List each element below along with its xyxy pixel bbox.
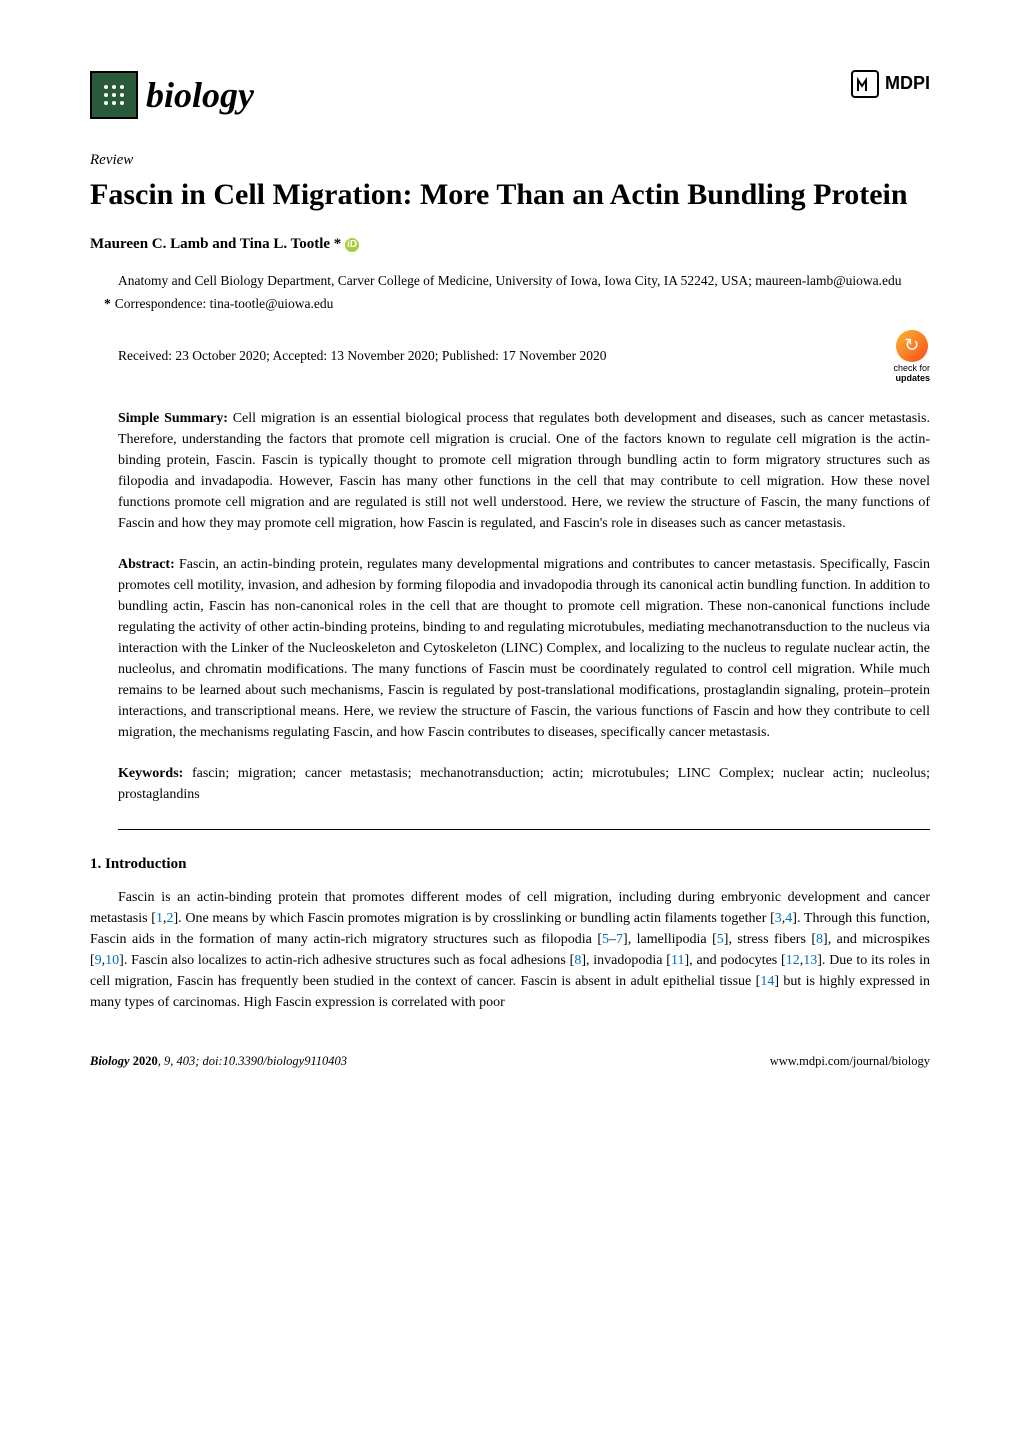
journal-name: biology xyxy=(146,70,254,120)
footer-vol: , 9, 403; doi:10.3390/biology9110403 xyxy=(158,1054,347,1068)
ref-12[interactable]: 12 xyxy=(786,953,800,968)
footer-year: 2020 xyxy=(133,1054,158,1068)
correspondence: *Correspondence: tina-tootle@uiowa.edu xyxy=(118,295,930,314)
footer-year-bold: 2020 xyxy=(133,1054,158,1068)
ref-5b[interactable]: 5 xyxy=(717,932,724,947)
check-updates-icon: ↻ xyxy=(896,330,928,362)
publication-dates: Received: 23 October 2020; Accepted: 13 … xyxy=(118,347,607,366)
intro-text-9: ], and podocytes [ xyxy=(684,953,785,968)
mdpi-icon xyxy=(851,70,879,98)
ref-9[interactable]: 9 xyxy=(95,953,102,968)
keywords-label: Keywords: xyxy=(118,766,183,781)
correspondence-star: * xyxy=(104,296,111,311)
intro-paragraph: Fascin is an actin-binding protein that … xyxy=(90,887,930,1013)
ref-3[interactable]: 3 xyxy=(775,911,782,926)
footer-journal: Biology xyxy=(90,1054,130,1068)
ref-7[interactable]: 7 xyxy=(616,932,623,947)
orcid-icon[interactable]: iD xyxy=(345,238,359,252)
abstract-text: Fascin, an actin-binding protein, regula… xyxy=(118,557,930,740)
ref-5[interactable]: 5 xyxy=(602,932,609,947)
keywords-text: fascin; migration; cancer metastasis; me… xyxy=(118,766,930,802)
ref-14[interactable]: 14 xyxy=(760,974,774,989)
section-1-heading: 1. Introduction xyxy=(90,854,930,875)
abstract-label: Abstract: xyxy=(118,557,175,572)
affiliation: Anatomy and Cell Biology Department, Car… xyxy=(118,271,930,291)
ref-13[interactable]: 13 xyxy=(803,953,817,968)
footer-link[interactable]: www.mdpi.com/journal/biology xyxy=(770,1054,930,1068)
abstract: Abstract: Fascin, an actin-binding prote… xyxy=(118,554,930,743)
ref-8[interactable]: 8 xyxy=(816,932,823,947)
intro-text-5: ], stress fibers [ xyxy=(724,932,816,947)
authors: Maureen C. Lamb and Tina L. Tootle * iD xyxy=(90,234,930,255)
keywords: Keywords: fascin; migration; cancer meta… xyxy=(118,763,930,805)
intro-text-4: ], lamellipodia [ xyxy=(623,932,717,947)
correspondence-text: Correspondence: tina-tootle@uiowa.edu xyxy=(115,296,334,311)
footer-citation: Biology 2020, 9, 403; doi:10.3390/biolog… xyxy=(90,1053,347,1071)
intro-text-2: ]. One means by which Fascin promotes mi… xyxy=(173,911,774,926)
simple-summary-label: Simple Summary: xyxy=(118,411,228,426)
journal-icon xyxy=(90,71,138,119)
check-updates-bold: updates xyxy=(895,373,930,383)
ref-11[interactable]: 11 xyxy=(671,953,684,968)
simple-summary-text: Cell migration is an essential biologica… xyxy=(118,411,930,531)
authors-text: Maureen C. Lamb and Tina L. Tootle * xyxy=(90,236,341,252)
page-footer: Biology 2020, 9, 403; doi:10.3390/biolog… xyxy=(90,1053,930,1071)
article-type: Review xyxy=(90,150,930,171)
publisher-name: MDPI xyxy=(885,71,930,96)
journal-logo: biology xyxy=(90,70,254,120)
footer-url[interactable]: www.mdpi.com/journal/biology xyxy=(770,1053,930,1071)
section-divider xyxy=(118,829,930,830)
check-updates-badge[interactable]: ↻ check for updates xyxy=(893,330,930,384)
intro-text-7: ]. Fascin also localizes to actin-rich a… xyxy=(119,953,574,968)
header-row: biology MDPI xyxy=(90,70,930,120)
simple-summary: Simple Summary: Cell migration is an ess… xyxy=(118,408,930,534)
intro-text-8: ], invadopodia [ xyxy=(581,953,671,968)
dash-1: – xyxy=(609,932,616,947)
ref-10[interactable]: 10 xyxy=(105,953,119,968)
publisher-logo: MDPI xyxy=(851,70,930,98)
article-title: Fascin in Cell Migration: More Than an A… xyxy=(90,175,930,214)
check-updates-label: check for xyxy=(893,363,930,373)
dates-row: Received: 23 October 2020; Accepted: 13 … xyxy=(118,330,930,384)
check-updates-text: check for updates xyxy=(893,364,930,384)
ref-1[interactable]: 1 xyxy=(156,911,163,926)
